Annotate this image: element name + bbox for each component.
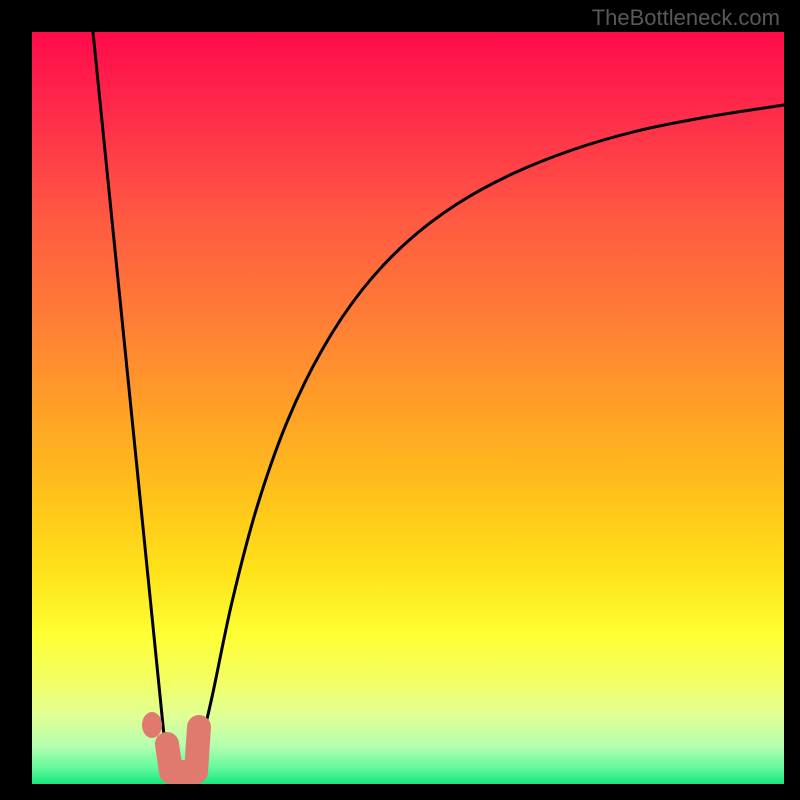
marker-j-shape (167, 727, 199, 772)
watermark-text: TheBottleneck.com (592, 5, 780, 31)
curve-left-segment (93, 32, 167, 765)
chart-overlay (32, 32, 784, 784)
curve-right-segment (196, 105, 784, 765)
plot-area (32, 32, 784, 784)
marker-dot (142, 712, 162, 738)
